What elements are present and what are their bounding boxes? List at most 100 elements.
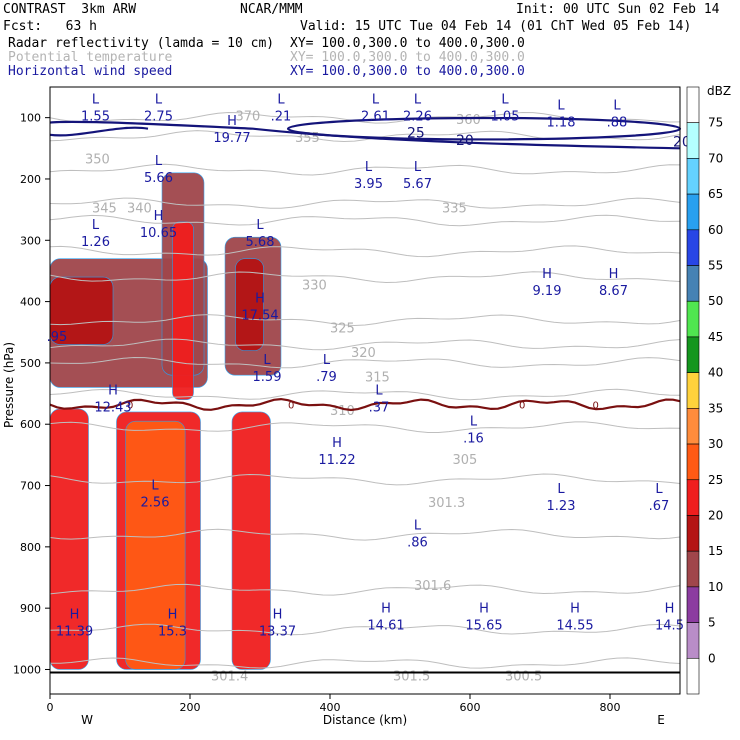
extremum-type: L (557, 482, 565, 497)
extremum-type: L (155, 92, 163, 107)
colorbar-level: 25 (708, 473, 723, 487)
plot-frame (49, 86, 681, 695)
wind-contour-20 (49, 126, 149, 137)
theta-label: 315 (365, 370, 390, 385)
extremum-marker: H 13.37 (259, 607, 296, 639)
extremum-value: 1.55 (81, 109, 110, 124)
extremum-value: 15.65 (465, 618, 502, 633)
extremum-marker: H 14.5 (655, 601, 684, 633)
extremum-marker: H 15.65 (465, 601, 502, 633)
extremum-value: .67 (649, 499, 670, 514)
wind-contour-label: 20 (673, 134, 691, 150)
extremum-type: L (470, 414, 478, 429)
extremum-type: H (609, 267, 619, 282)
colorbar-swatch (686, 586, 700, 623)
colorbar-level: 75 (708, 116, 723, 130)
theta-contour (49, 271, 681, 284)
y-tick-label: 300 (20, 234, 41, 247)
extremum-marker: .95 (47, 330, 68, 345)
extremum-value: 14.5 (655, 618, 684, 633)
extremum-value: 15.3 (158, 624, 187, 639)
extremum-value: .21 (271, 109, 292, 124)
extremum-marker: L 1.23 (547, 482, 576, 514)
init-time: Init: 00 UTC Sun 02 Feb 14 (516, 2, 720, 17)
x-left-end-label: W (81, 713, 93, 727)
extremum-type: H (168, 607, 178, 622)
extremum-type: L (655, 482, 663, 497)
theta-label: 340 (127, 202, 152, 217)
extremum-value: 2.75 (144, 109, 173, 124)
extremum-type: H (227, 114, 237, 129)
colorbar-swatch (686, 122, 700, 159)
theta-label: 330 (302, 278, 327, 293)
extremum-type: H (70, 607, 80, 622)
colorbar-swatch (686, 300, 700, 338)
extremum-value: 11.39 (56, 624, 93, 639)
extremum-marker: H 11.22 (318, 436, 355, 468)
colorbar-swatch (686, 657, 700, 695)
extremum-type: H (479, 601, 489, 616)
freezing-label: 0 (519, 400, 525, 411)
extremum-type: L (155, 154, 163, 169)
y-tick-label: 600 (20, 418, 41, 431)
x-tick-label: 400 (320, 701, 341, 714)
x-tick-label: 600 (460, 701, 481, 714)
theta-contour (49, 130, 681, 143)
extrema-labels: L 1.55 L 2.75 L .21 L 2.61 L 2.26 L 1.05 L 1.18 L .88 H 1… (47, 92, 684, 639)
extremum-type: H (108, 384, 118, 399)
colorbar-level: 30 (708, 437, 723, 451)
colorbar-level: 60 (708, 223, 723, 237)
extremum-value: 5.67 (403, 177, 432, 192)
extremum-value: .16 (463, 431, 484, 446)
extremum-value: 1.05 (491, 109, 520, 124)
colorbar-swatch (686, 479, 700, 516)
reflectivity-cell (235, 258, 264, 351)
y-tick-label: 200 (20, 173, 41, 186)
extremum-marker: H 12.43 (94, 384, 131, 416)
extremum-value: 5.66 (144, 171, 173, 186)
extremum-marker: L 5.68 (246, 218, 275, 250)
theta-contour (49, 214, 681, 227)
theta-label: 350 (85, 153, 110, 168)
extremum-type: L (263, 353, 271, 368)
extremum-type: L (557, 99, 565, 114)
extremum-type: L (365, 160, 373, 175)
extremum-value: 12.43 (94, 401, 131, 416)
extremum-type: L (151, 479, 159, 494)
extremum-type: L (414, 92, 422, 107)
extremum-value: 5.68 (246, 235, 275, 250)
colorbar-swatch (686, 265, 700, 302)
theta-contour (49, 421, 681, 433)
extremum-marker: L .37 (369, 384, 390, 416)
colorbar-unit: dBZ (707, 84, 731, 98)
theta-contour (49, 338, 681, 351)
reflectivity-cell (125, 420, 186, 670)
theta-label: 370 (236, 110, 261, 125)
colorbar-level: 35 (708, 401, 723, 415)
colorbar-level: 50 (708, 294, 723, 308)
wind-contour-20 (49, 120, 681, 150)
y-tick-label: 900 (20, 602, 41, 615)
valid-time: Valid: 15 UTC Tue 04 Feb 14 (01 ChT Wed … (300, 19, 692, 34)
extremum-type: L (613, 99, 621, 114)
extremum-type: H (273, 607, 283, 622)
extremum-value: 14.61 (367, 618, 404, 633)
theta-contour (49, 623, 681, 636)
extremum-value: 17.54 (241, 309, 278, 324)
x-tick-label: 0 (47, 701, 54, 714)
extremum-marker: L 2.61 (361, 92, 390, 124)
extremum-marker: H 11.39 (56, 607, 93, 639)
theta-contour (49, 528, 681, 541)
freezing-label: 0 (127, 400, 133, 411)
reflectivity-cells (49, 172, 282, 670)
extremum-marker: H 14.61 (367, 601, 404, 633)
colorbar-level: 40 (708, 366, 723, 380)
extremum-value: 1.18 (547, 116, 576, 131)
extremum-marker: L .79 (316, 353, 337, 385)
extremum-value: 14.55 (556, 618, 593, 633)
extremum-marker: L 5.67 (403, 160, 432, 192)
colorbar-level: 10 (708, 580, 723, 594)
extremum-value: .37 (369, 401, 390, 416)
